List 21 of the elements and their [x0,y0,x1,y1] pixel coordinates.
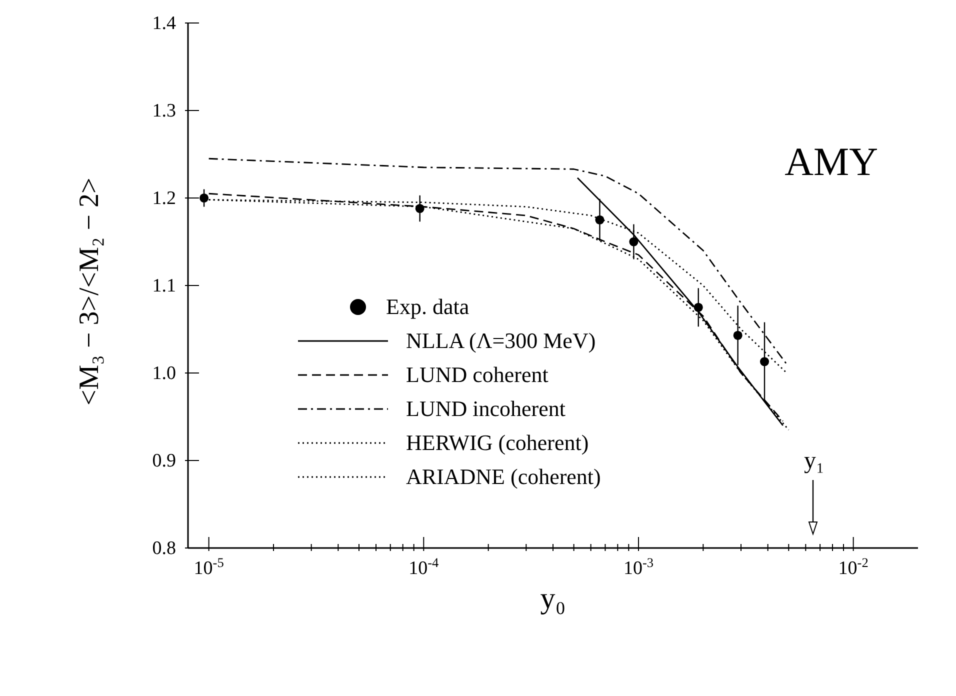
legend-label: HERWIG (coherent) [406,429,589,457]
legend-label: LUND incoherent [406,395,566,423]
y-axis-title: <M₃ − 3>/<M₂ − 2> [74,178,105,406]
legend-label: LUND coherent [406,361,548,389]
y-tick-label: 1.3 [152,100,176,122]
legend-label: NLLA (Λ=300 MeV) [406,327,596,355]
annotation: AMY [784,138,878,185]
annotation: y₁ [804,448,824,475]
x-tick-label: 10$^{-4}$ [408,554,440,579]
x-tick-label: 10$^{-5}$ [194,554,224,579]
x-tick-label: 10$^{-2}$ [838,554,868,579]
legend-label: ARIADNE (coherent) [406,463,601,491]
y-tick-label: 1.0 [152,363,176,384]
legend-label: Exp. data [386,293,470,321]
y-tick-label: 0.9 [152,450,176,472]
x-axis-title: y₀ [540,582,566,615]
y-tick-label: 1.2 [152,188,176,209]
y-tick-label: 1.1 [152,276,176,296]
y-tick-label: 1.4 [152,13,176,34]
y-tick-label: 0.8 [152,538,176,559]
x-tick-label: 10$^{-3}$ [623,554,654,579]
